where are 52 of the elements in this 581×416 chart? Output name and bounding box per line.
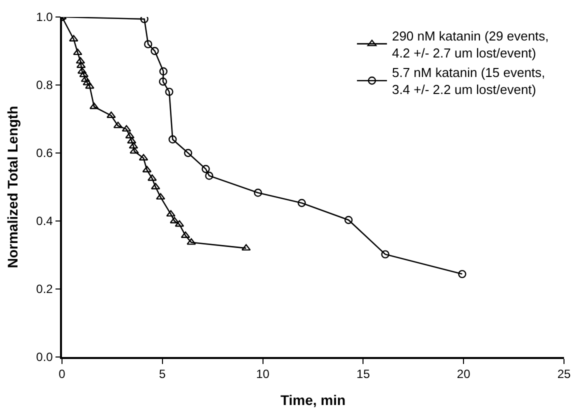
point xyxy=(458,270,466,278)
point xyxy=(381,250,390,258)
point xyxy=(144,40,152,48)
point xyxy=(174,220,184,227)
point xyxy=(122,125,132,132)
point xyxy=(202,164,210,174)
point xyxy=(298,198,306,208)
point xyxy=(82,78,92,86)
x-axis-title: Time, min xyxy=(280,392,346,408)
point xyxy=(158,78,168,86)
point xyxy=(85,82,94,89)
point xyxy=(79,70,89,78)
point xyxy=(184,148,192,158)
y-tick-label: 0.2 xyxy=(36,282,54,296)
point xyxy=(159,67,168,76)
point xyxy=(125,132,135,138)
point xyxy=(77,67,87,74)
point xyxy=(241,244,251,251)
point xyxy=(128,142,138,149)
point xyxy=(73,48,82,56)
x-tick-label: 20 xyxy=(456,367,471,382)
point xyxy=(142,166,152,172)
y-tick-label: 1.0 xyxy=(36,10,54,24)
point xyxy=(130,147,139,154)
point xyxy=(168,135,177,144)
point xyxy=(205,172,214,180)
point xyxy=(89,102,99,110)
point xyxy=(113,122,123,128)
point xyxy=(156,193,166,200)
point xyxy=(166,210,176,217)
y-axis-title: Normalized Total Length xyxy=(4,106,20,268)
legend-label: 5.7 nM katanin (15 events, 3.4 +/- 2.2 um lost/event) xyxy=(392,65,546,98)
point xyxy=(344,216,353,224)
y-tick-label: 0.6 xyxy=(36,146,54,160)
point xyxy=(170,216,180,224)
legend-label: 290 nM katanin (29 events, 4.2 +/- 2.7 um lost/event) xyxy=(392,28,549,60)
point xyxy=(186,238,196,245)
x-tick-label: 5 xyxy=(159,367,166,382)
point xyxy=(76,57,86,64)
point xyxy=(254,188,262,197)
x-tick-label: 10 xyxy=(256,367,270,382)
y-tick-label: 0.8 xyxy=(36,78,54,92)
y-tick-label: 0.4 xyxy=(36,214,54,228)
x-tick-label: 0 xyxy=(58,367,66,382)
point xyxy=(150,46,159,56)
point xyxy=(150,182,160,190)
point xyxy=(165,88,174,96)
x-tick-label: 25 xyxy=(557,367,571,382)
point xyxy=(80,75,90,82)
x-tick-label: 15 xyxy=(356,367,370,382)
y-tick-label: 0.0 xyxy=(36,350,54,364)
point xyxy=(148,174,157,181)
